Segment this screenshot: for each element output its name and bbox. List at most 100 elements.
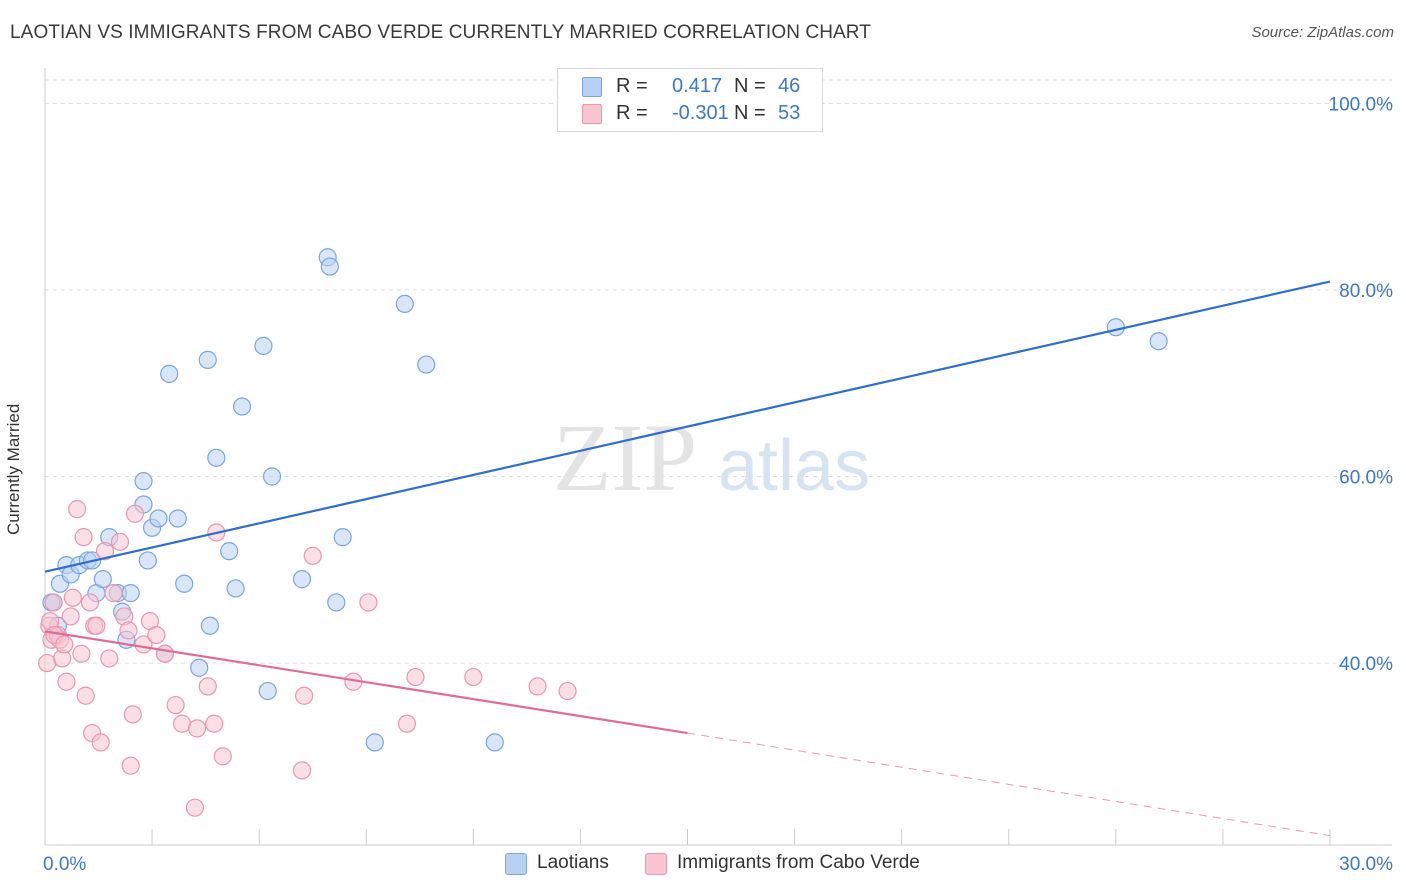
cabo-verde-point: [63, 588, 82, 607]
cabo-verde-point: [406, 667, 425, 687]
cabo-verde-point: [87, 616, 106, 635]
cabo-verde-point: [121, 756, 140, 775]
laotian-point: [200, 616, 220, 635]
laotian-point: [327, 593, 346, 612]
cabo-verde-point: [104, 584, 123, 603]
laotian-point: [320, 257, 339, 276]
cabo-verde-point: [76, 686, 95, 705]
cabo-verde-point: [198, 677, 217, 696]
cabo-verde-point: [155, 644, 175, 663]
series-label-cabo-verde: Immigrants from Cabo Verde: [677, 852, 920, 873]
laotian-point: [258, 681, 277, 701]
cabo-verde-point: [55, 635, 74, 654]
cabo-verde-point: [44, 593, 63, 612]
laotian-point: [198, 350, 217, 369]
cabo-verde-trend-line: [44, 630, 688, 735]
laotian-point: [93, 570, 112, 589]
laotian-point: [485, 733, 504, 752]
series-legend: Laotians Immigrants from Cabo Verde: [0, 852, 1406, 876]
cabo-verde-trend-extension: [687, 732, 1331, 837]
legend-r-value: -0.301: [672, 102, 729, 124]
cabo-verde-point: [38, 653, 57, 673]
laotian-point: [395, 294, 414, 314]
legend-swatch-laotians: [582, 77, 602, 97]
watermark: ZIP atlas: [553, 404, 870, 511]
laotian-point: [262, 467, 282, 486]
laotian-point: [168, 509, 187, 528]
source-label: Source: ZipAtlas.com: [1251, 24, 1394, 41]
laotian-point: [1149, 332, 1168, 351]
laotian-point: [333, 528, 352, 547]
cabo-verde-point: [61, 607, 80, 626]
legend-n-label: N =: [734, 102, 766, 124]
laotian-point: [365, 733, 384, 752]
cabo-verde-point: [558, 681, 577, 701]
laotian-point: [160, 364, 179, 383]
laotian-point: [175, 574, 194, 593]
watermark-zip: ZIP: [553, 404, 697, 511]
watermark-atlas: atlas: [718, 426, 870, 506]
laotian-point: [417, 355, 436, 374]
cabo-verde-point: [57, 672, 76, 691]
tick-labels: 40.0% 60.0% 80.0% 100.0% 0.0% 30.0%: [43, 94, 1393, 875]
y-tick-label: 80.0%: [1339, 281, 1393, 302]
legend-n-value: 46: [778, 75, 801, 97]
cabo-verde-point: [74, 528, 93, 547]
cabo-verde-point: [80, 593, 100, 612]
cabo-verde-point: [68, 500, 87, 519]
laotian-point: [292, 570, 312, 589]
x-tick-label: 0.0%: [43, 854, 86, 875]
laotian-point: [207, 448, 226, 467]
cabo-verde-point: [147, 625, 166, 645]
x-tick-label: 30.0%: [1339, 854, 1393, 875]
cabo-verde-point: [123, 705, 142, 724]
trend-lines: [44, 280, 1331, 837]
legend-swatch-cabo-verde: [582, 104, 602, 124]
y-tick-label: 100.0%: [1329, 94, 1394, 115]
axes: [44, 68, 1392, 846]
cabo-verde-point: [185, 798, 205, 817]
cabo-verde-point: [166, 695, 185, 715]
cabo-verde-point: [205, 714, 224, 733]
y-tick-label: 60.0%: [1339, 467, 1393, 488]
laotian-point: [1106, 318, 1125, 337]
cabo-verde-point: [125, 504, 145, 523]
cabo-verde-point: [119, 621, 138, 640]
laotian-point: [149, 509, 168, 528]
laotian-point: [226, 579, 245, 598]
series-label-laotians: Laotians: [537, 852, 609, 873]
y-tick-label: 40.0%: [1339, 654, 1393, 675]
cabo-verde-point: [91, 733, 110, 752]
laotian-point: [138, 551, 157, 570]
cabo-verde-point: [528, 677, 547, 696]
cabo-verde-point: [464, 667, 483, 687]
points: [38, 248, 1168, 817]
cabo-verde-point: [303, 546, 322, 565]
cabo-verde-point: [359, 593, 378, 612]
cabo-verde-point: [172, 714, 192, 733]
laotian-point: [134, 472, 153, 491]
laotian-point: [121, 584, 140, 603]
cabo-verde-point: [95, 542, 115, 561]
legend-n-value: 53: [778, 102, 801, 124]
legend-n-label: N =: [734, 75, 766, 97]
cabo-verde-point: [397, 714, 417, 733]
laotian-point: [190, 658, 209, 677]
series-swatch-laotians: [505, 853, 527, 875]
legend-r-value: 0.417: [672, 75, 723, 97]
laotian-point: [232, 397, 252, 416]
cabo-verde-point: [292, 761, 312, 780]
legend-r-label: R =: [616, 75, 648, 97]
laotian-trend-line: [44, 280, 1331, 573]
cabo-verde-point: [100, 649, 119, 668]
grid-layer: [45, 79, 1392, 664]
series-swatch-cabo-verde: [645, 853, 667, 875]
cabo-verde-point: [72, 644, 91, 663]
laotian-point: [220, 542, 239, 561]
laotian-point: [254, 336, 273, 355]
correlation-legend: R = 0.417 N = 46 R = -0.301 N = 53: [557, 68, 823, 132]
cabo-verde-point: [295, 686, 314, 705]
cabo-verde-point: [187, 719, 207, 738]
cabo-verde-point: [213, 747, 232, 766]
